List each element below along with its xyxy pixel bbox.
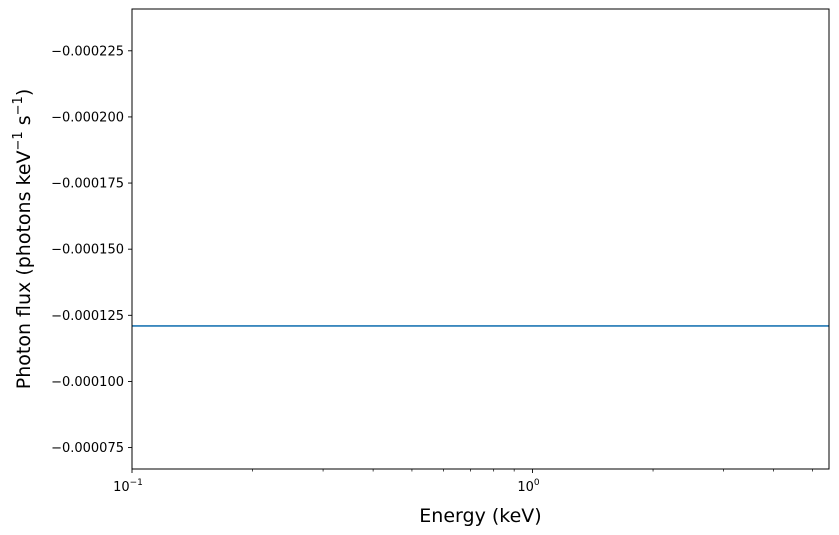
y-tick-label: −0.000075 — [51, 441, 124, 456]
y-tick-label: −0.000100 — [51, 375, 124, 390]
x-tick-label: 10−1 — [113, 478, 143, 495]
x-tick-label: 100 — [517, 478, 540, 495]
x-axis-label: Energy (keV) — [419, 505, 541, 527]
plot-frame — [131, 8, 830, 470]
y-tick-label: −0.000200 — [51, 110, 124, 125]
x-axis-ticks: 10−1 100 — [113, 469, 813, 495]
y-tick-label: −0.000225 — [51, 44, 124, 59]
y-tick-label: −0.000150 — [51, 243, 124, 258]
y-axis-ticks: −0.000225 −0.000200 −0.000175 −0.000150 −0.0… — [51, 44, 132, 456]
y-tick-label: −0.000125 — [51, 309, 124, 324]
y-axis-label: Photon flux (photons keV−1 s−1) — [11, 89, 35, 390]
y-tick-label: −0.000175 — [51, 177, 124, 192]
plot-area — [132, 9, 829, 469]
